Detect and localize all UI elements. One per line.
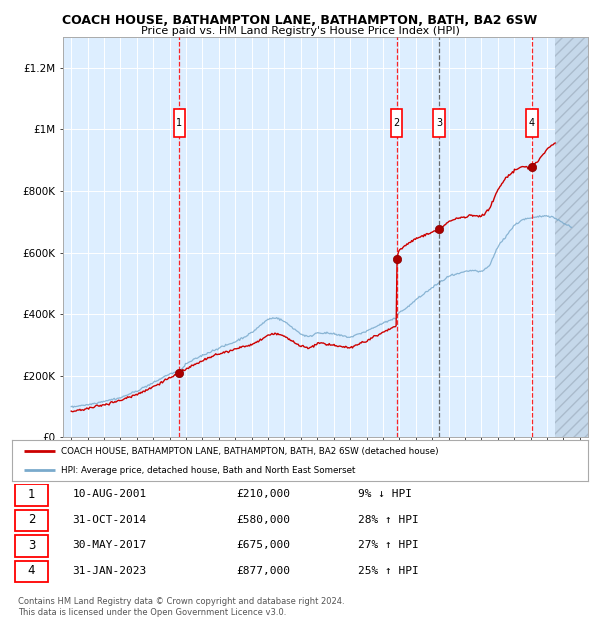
FancyBboxPatch shape: [526, 110, 538, 137]
Text: 30-MAY-2017: 30-MAY-2017: [73, 541, 147, 551]
Text: 28% ↑ HPI: 28% ↑ HPI: [358, 515, 418, 525]
Text: £580,000: £580,000: [236, 515, 290, 525]
Text: 9% ↓ HPI: 9% ↓ HPI: [358, 489, 412, 500]
FancyBboxPatch shape: [174, 110, 185, 137]
Text: 25% ↑ HPI: 25% ↑ HPI: [358, 566, 418, 576]
Text: 2: 2: [394, 118, 400, 128]
Text: COACH HOUSE, BATHAMPTON LANE, BATHAMPTON, BATH, BA2 6SW (detached house): COACH HOUSE, BATHAMPTON LANE, BATHAMPTON…: [61, 447, 439, 456]
Text: Price paid vs. HM Land Registry's House Price Index (HPI): Price paid vs. HM Land Registry's House …: [140, 26, 460, 36]
Text: 4: 4: [28, 564, 35, 577]
Text: 4: 4: [529, 118, 535, 128]
Bar: [555, 37, 588, 437]
FancyBboxPatch shape: [15, 560, 48, 582]
Text: 31-OCT-2014: 31-OCT-2014: [73, 515, 147, 525]
Text: 10-AUG-2001: 10-AUG-2001: [73, 489, 147, 500]
Text: £675,000: £675,000: [236, 541, 290, 551]
Text: 2: 2: [28, 513, 35, 526]
Text: 1: 1: [176, 118, 182, 128]
Text: £877,000: £877,000: [236, 566, 290, 576]
Text: £210,000: £210,000: [236, 489, 290, 500]
FancyBboxPatch shape: [433, 110, 445, 137]
FancyBboxPatch shape: [15, 484, 48, 506]
Text: 31-JAN-2023: 31-JAN-2023: [73, 566, 147, 576]
Text: HPI: Average price, detached house, Bath and North East Somerset: HPI: Average price, detached house, Bath…: [61, 466, 355, 475]
Text: 1: 1: [28, 488, 35, 501]
FancyBboxPatch shape: [15, 535, 48, 557]
FancyBboxPatch shape: [15, 510, 48, 531]
FancyBboxPatch shape: [391, 110, 402, 137]
Text: 27% ↑ HPI: 27% ↑ HPI: [358, 541, 418, 551]
Text: 3: 3: [436, 118, 442, 128]
Text: 3: 3: [28, 539, 35, 552]
Text: Contains HM Land Registry data © Crown copyright and database right 2024.
This d: Contains HM Land Registry data © Crown c…: [18, 598, 344, 617]
Text: COACH HOUSE, BATHAMPTON LANE, BATHAMPTON, BATH, BA2 6SW: COACH HOUSE, BATHAMPTON LANE, BATHAMPTON…: [62, 14, 538, 27]
